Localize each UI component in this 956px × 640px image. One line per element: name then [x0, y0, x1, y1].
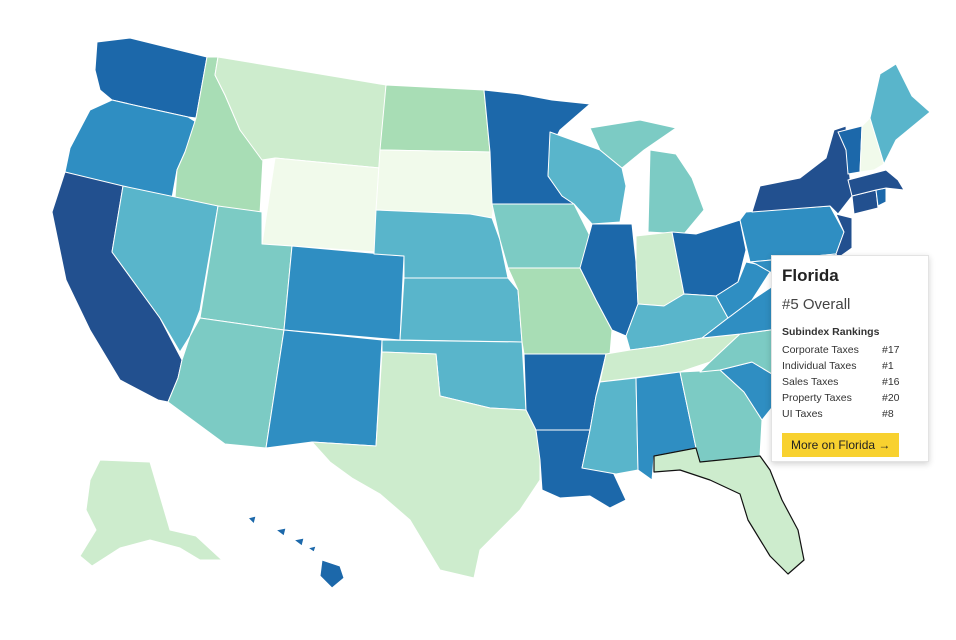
tooltip-row-value: #17 [882, 344, 900, 356]
state-kansas[interactable] [399, 277, 523, 343]
state-vermont[interactable] [837, 125, 863, 175]
state-massachusetts[interactable] [847, 169, 905, 197]
state-new-hampshire[interactable] [859, 117, 885, 173]
state-south-dakota[interactable] [375, 149, 495, 219]
more-on-state-button[interactable]: More on Florida → [782, 433, 900, 457]
state-wyoming[interactable] [261, 157, 381, 253]
tooltip-row: UI Taxes #8 [782, 406, 918, 422]
state-iowa[interactable] [491, 203, 593, 269]
tooltip-row: Property Taxes #20 [782, 390, 918, 406]
state-michigan[interactable] [589, 119, 705, 235]
tooltip-subindex-heading: Subindex Rankings [782, 326, 880, 338]
tooltip-overall-rank: #5 Overall [782, 296, 851, 313]
state-rhode-island[interactable] [875, 187, 887, 207]
tooltip-row-label: UI Taxes [782, 408, 823, 420]
tooltip-row: Sales Taxes #16 [782, 374, 918, 390]
state-hawaii[interactable] [247, 515, 345, 589]
tooltip-row: Individual Taxes #1 [782, 358, 918, 374]
state-pennsylvania[interactable] [739, 205, 845, 263]
tooltip-row-value: #8 [882, 408, 894, 420]
tooltip-row-value: #16 [882, 376, 900, 388]
state-oregon[interactable] [64, 99, 197, 199]
tooltip-row-label: Property Taxes [782, 392, 852, 404]
state-texas[interactable] [311, 351, 541, 579]
state-new-york[interactable] [751, 125, 853, 215]
tooltip-row-value: #1 [882, 360, 894, 372]
tooltip-row: Corporate Taxes #17 [782, 342, 918, 358]
tooltip-row-label: Individual Taxes [782, 360, 857, 372]
state-new-mexico[interactable] [265, 329, 383, 449]
state-tooltip: Florida #5 Overall Subindex Rankings Cor… [771, 255, 929, 462]
tooltip-row-label: Corporate Taxes [782, 344, 859, 356]
state-north-dakota[interactable] [379, 84, 491, 153]
tooltip-row-value: #20 [882, 392, 900, 404]
state-alaska[interactable] [79, 459, 223, 567]
tooltip-row-label: Sales Taxes [782, 376, 839, 388]
tooltip-state-name: Florida [782, 266, 839, 285]
state-florida[interactable] [653, 447, 805, 575]
state-maine[interactable] [869, 63, 931, 165]
state-colorado[interactable] [283, 245, 405, 341]
